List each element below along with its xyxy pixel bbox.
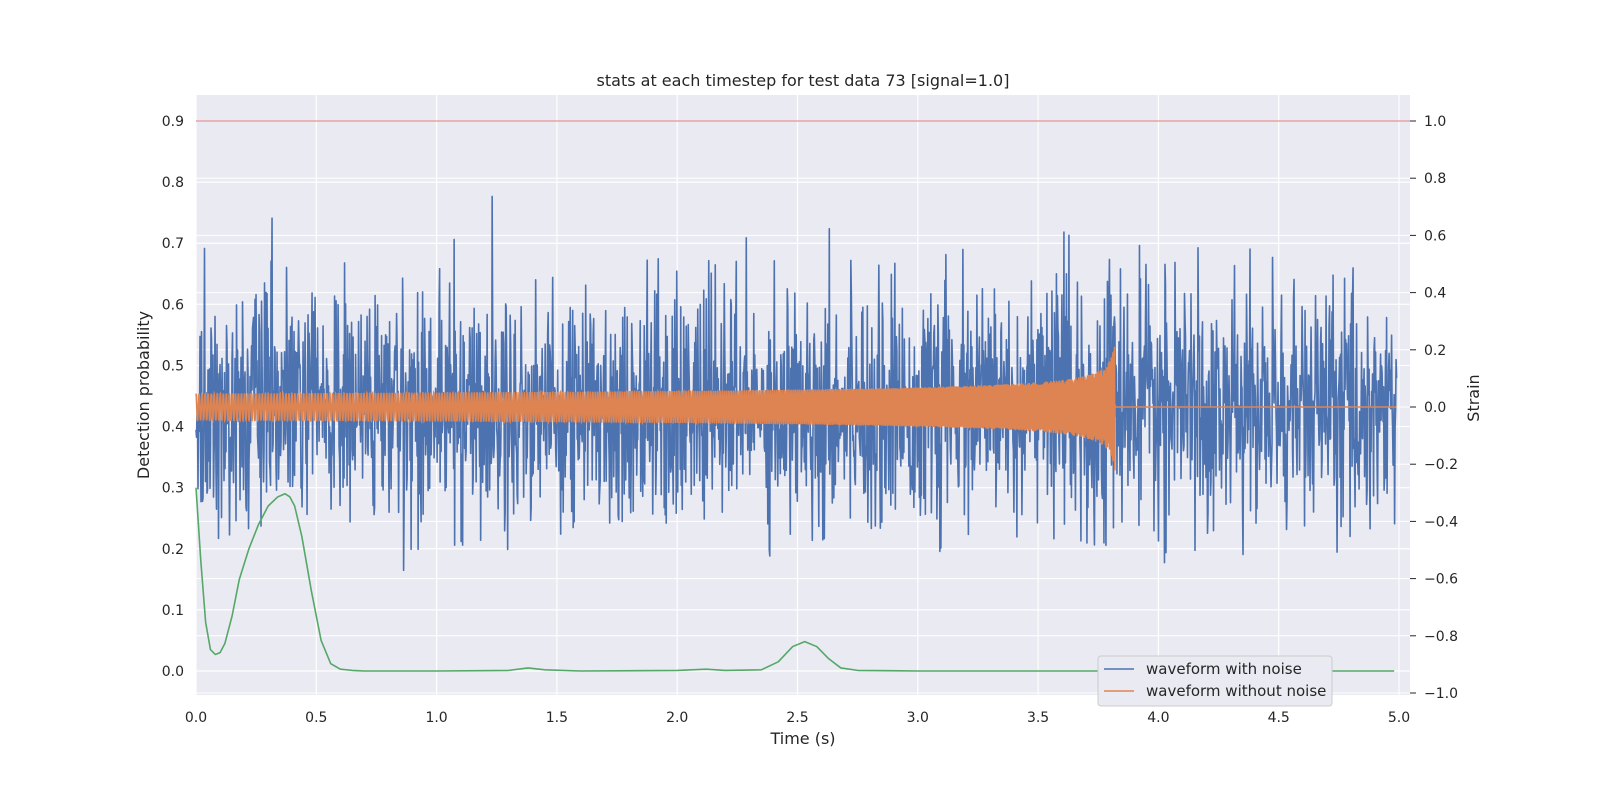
y-tick-label: 0.8 [162,175,184,191]
x-tick-label: 2.0 [666,710,688,726]
x-tick-label: 0.0 [185,710,207,726]
y-tick-label: 0.0 [162,664,184,680]
series-waveform-with-noise [195,195,1398,572]
series-layer [195,120,1410,672]
y2-tick-label: 0.2 [1424,343,1446,359]
y-tick-label: 0.9 [162,114,184,130]
x-axis-label: Time (s) [769,729,835,748]
y-tick-label: 0.2 [162,542,184,558]
x-tick-label: 3.0 [907,710,929,726]
x-tick-label: 1.0 [425,710,447,726]
y2-tick-label: −0.8 [1424,629,1458,645]
legend-label-noisy: waveform with noise [1146,660,1302,678]
y2-tick-label: 0.0 [1424,400,1446,416]
legend-label-clean: waveform without noise [1146,682,1326,700]
chart-title: stats at each timestep for test data 73 … [597,71,1010,90]
y2-axis-label: Strain [1464,374,1483,421]
x-tick-label: 0.5 [305,710,327,726]
y2-tick-label: −0.4 [1424,514,1458,530]
y2-tick-label: −1.0 [1424,686,1458,702]
y-tick-label: 0.7 [162,236,184,252]
series-waveform-without-noise [195,346,1397,471]
legend: waveform with noise waveform without noi… [1097,655,1333,707]
y-tick-label: 0.3 [162,481,184,497]
x-tick-label: 4.0 [1147,710,1169,726]
y-tick-label: 0.5 [162,358,184,374]
y-tick-label: 0.4 [162,420,184,436]
y2-tick-label: 0.4 [1424,286,1446,302]
y-axis-label: Detection probability [134,311,153,479]
legend-box [1097,655,1333,707]
series-detection-probability [195,487,1395,672]
y-tick-labels: 0.0 0.1 0.2 0.3 0.4 0.5 0.6 0.7 0.8 0.9 [162,114,184,680]
y-tick-label: 0.6 [162,297,184,313]
x-tick-labels: 0.0 0.5 1.0 1.5 2.0 2.5 3.0 3.5 4.0 4.5 5.0 [185,710,1410,726]
y2-tick-label: −0.2 [1424,457,1458,473]
x-tick-label: 4.5 [1268,710,1290,726]
y2-tick-label: 1.0 [1424,114,1446,130]
y-tick-label: 0.1 [162,603,184,619]
x-tick-label: 5.0 [1388,710,1410,726]
x-tick-label: 2.5 [786,710,808,726]
x-tick-label: 3.5 [1027,710,1049,726]
y2-tick-label: 0.8 [1424,171,1446,187]
x-tick-label: 1.5 [546,710,568,726]
y2-tick-label: 0.6 [1424,228,1446,244]
y2-tick-label: −0.6 [1424,572,1458,588]
y2-tick-labels: −1.0 −0.8 −0.6 −0.4 −0.2 0.0 0.2 0.4 0.6 0.8 1.0 [1410,114,1458,702]
